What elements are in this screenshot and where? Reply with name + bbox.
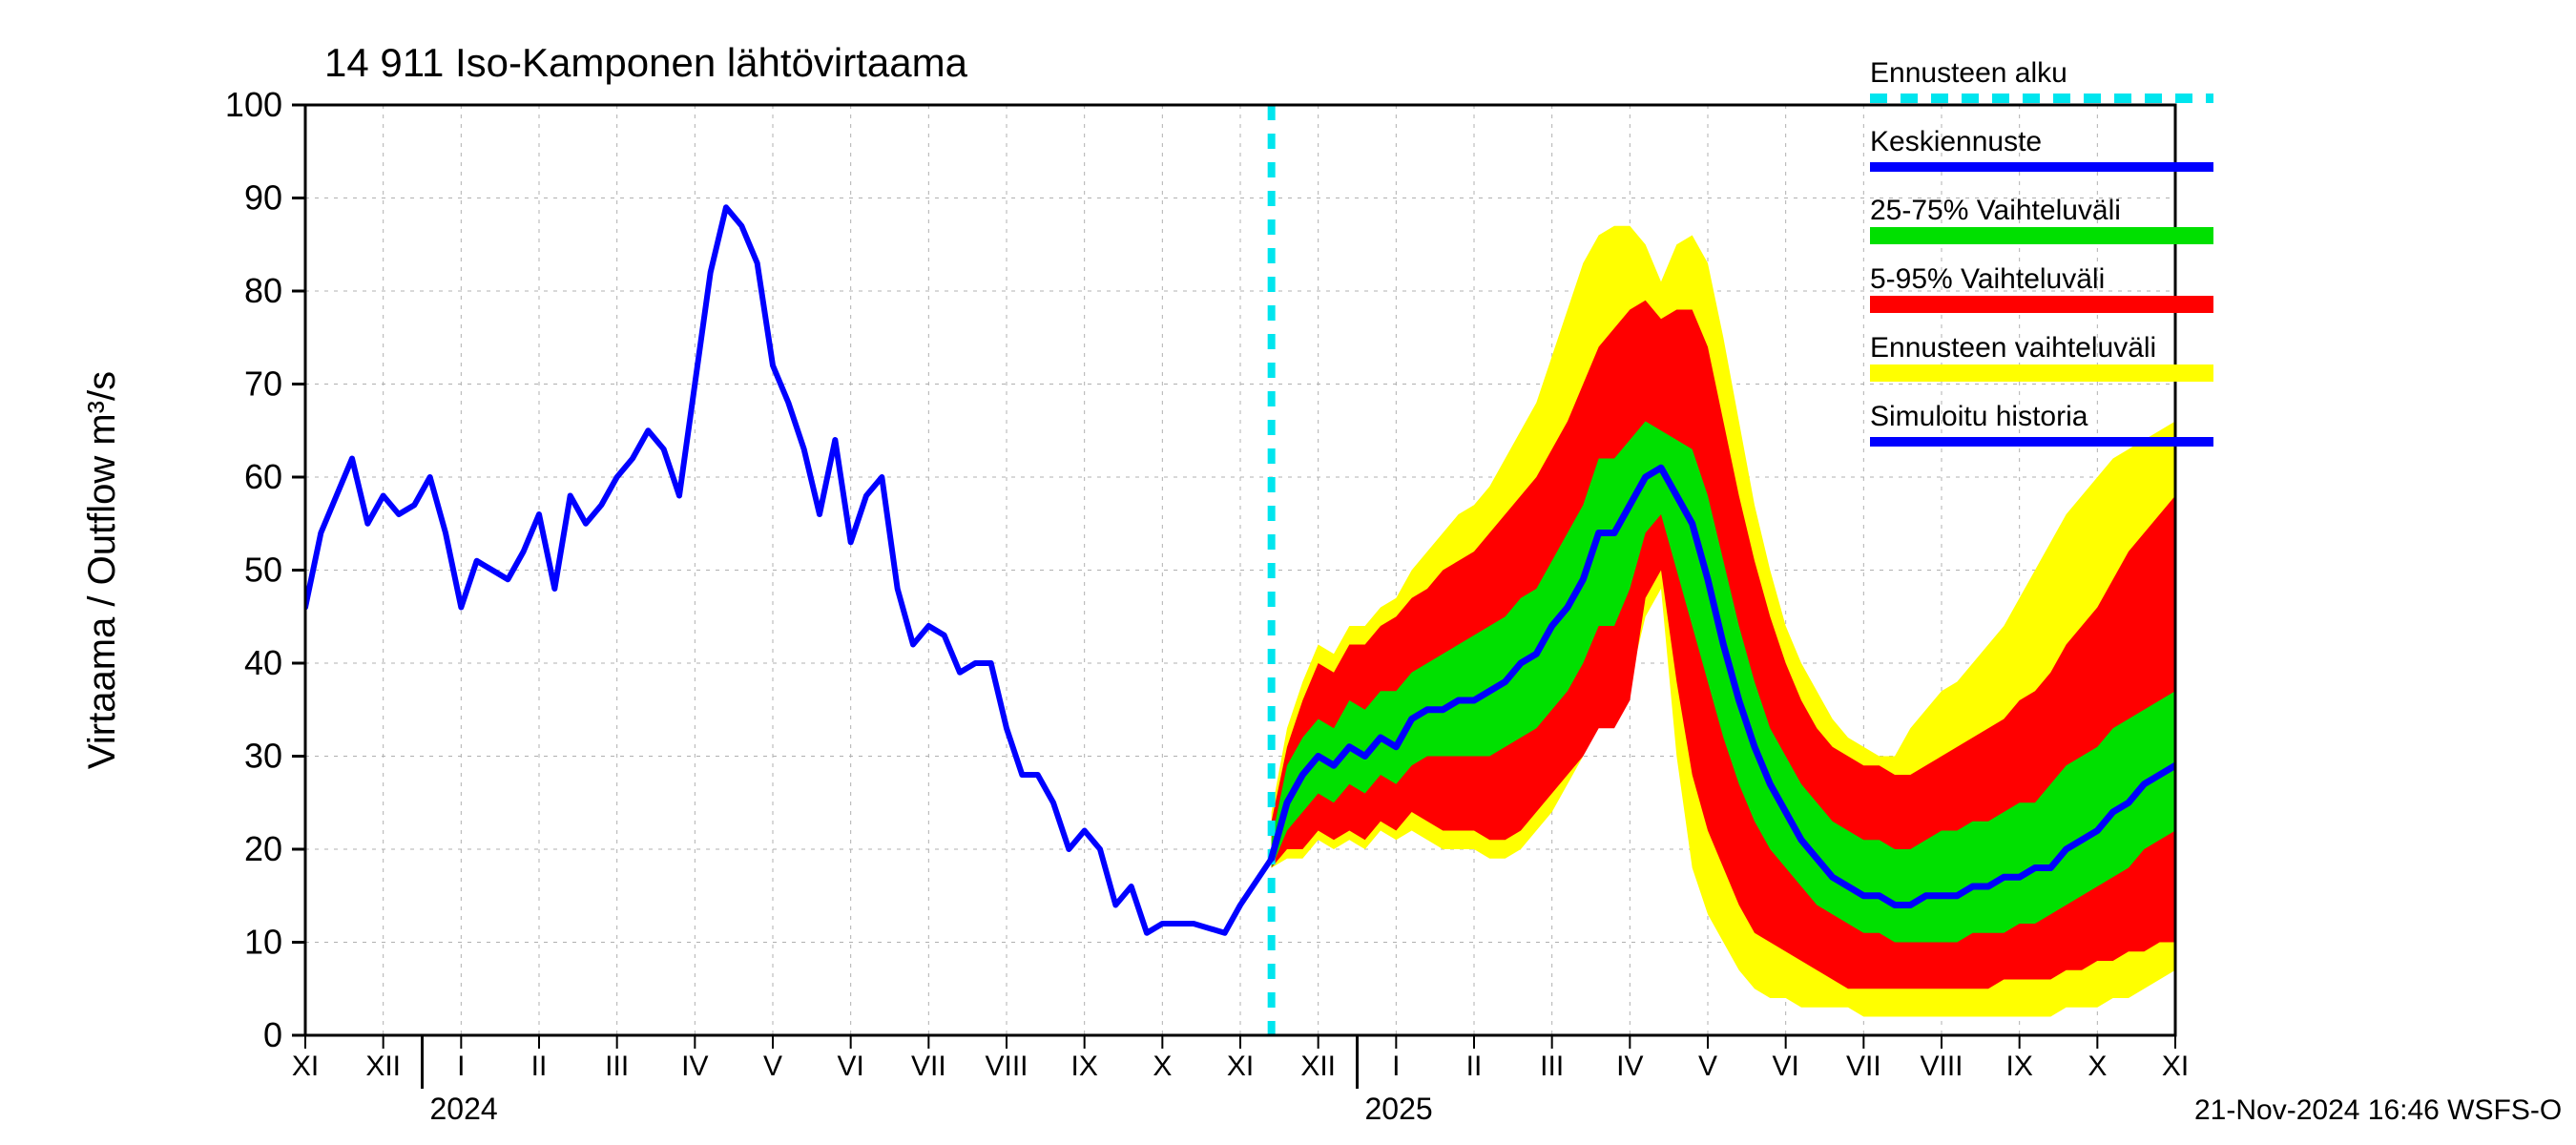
- legend-label-forecast_start: Ennusteen alku: [1870, 57, 2067, 89]
- y-tick-label: 10: [244, 923, 282, 962]
- x-month-label: I: [1392, 1051, 1400, 1082]
- x-month-label: III: [605, 1051, 629, 1082]
- legend-label-band2575: 25-75% Vaihteluväli: [1870, 195, 2121, 226]
- chart-footer: 21-Nov-2024 16:46 WSFS-O: [2194, 1094, 2562, 1126]
- legend-label-band0595: 5-95% Vaihteluväli: [1870, 263, 2105, 295]
- x-month-label: XI: [292, 1051, 319, 1082]
- outflow-chart: 0102030405060708090100XIXIIIIIIIIIVVVIVI…: [0, 0, 2576, 1145]
- x-month-label: XII: [365, 1051, 401, 1082]
- x-month-label: IX: [1070, 1051, 1097, 1082]
- y-tick-label: 40: [244, 643, 282, 682]
- legend-label-history: Simuloitu historia: [1870, 401, 2088, 432]
- y-tick-label: 50: [244, 551, 282, 590]
- x-month-label: II: [531, 1051, 548, 1082]
- x-year-label: 2024: [430, 1092, 498, 1126]
- y-tick-label: 70: [244, 364, 282, 404]
- chart-title: 14 911 Iso-Kamponen lähtövirtaama: [324, 40, 968, 85]
- y-tick-label: 0: [263, 1015, 282, 1054]
- legend-swatch-band0595: [1870, 296, 2213, 313]
- x-month-label: VI: [1772, 1051, 1798, 1082]
- x-month-label: X: [1153, 1051, 1172, 1082]
- x-month-label: VII: [1846, 1051, 1881, 1082]
- x-month-label: VII: [911, 1051, 946, 1082]
- y-tick-label: 30: [244, 737, 282, 776]
- y-tick-label: 100: [225, 85, 282, 124]
- x-month-label: IX: [2005, 1051, 2032, 1082]
- legend-swatch-bandfull: [1870, 364, 2213, 382]
- x-month-label: IV: [1616, 1051, 1643, 1082]
- legend-swatch-band2575: [1870, 227, 2213, 244]
- y-tick-label: 20: [244, 829, 282, 868]
- y-axis-label: Virtaama / Outflow m³/s: [81, 371, 123, 769]
- y-tick-label: 80: [244, 271, 282, 310]
- x-month-label: II: [1466, 1051, 1483, 1082]
- x-month-label: VIII: [1920, 1051, 1963, 1082]
- x-year-label: 2025: [1365, 1092, 1433, 1126]
- x-month-label: III: [1540, 1051, 1564, 1082]
- x-month-label: XI: [1227, 1051, 1254, 1082]
- x-month-label: X: [2088, 1051, 2107, 1082]
- x-month-label: V: [763, 1051, 782, 1082]
- x-month-label: IV: [681, 1051, 708, 1082]
- y-tick-label: 60: [244, 457, 282, 496]
- x-month-label: VIII: [985, 1051, 1028, 1082]
- x-month-label: VI: [837, 1051, 863, 1082]
- y-tick-label: 90: [244, 178, 282, 218]
- x-month-label: XII: [1300, 1051, 1336, 1082]
- legend-label-median: Keskiennuste: [1870, 126, 2042, 157]
- x-month-label: V: [1698, 1051, 1717, 1082]
- x-month-label: XI: [2162, 1051, 2189, 1082]
- x-month-label: I: [457, 1051, 465, 1082]
- legend-label-bandfull: Ennusteen vaihteluväli: [1870, 332, 2156, 364]
